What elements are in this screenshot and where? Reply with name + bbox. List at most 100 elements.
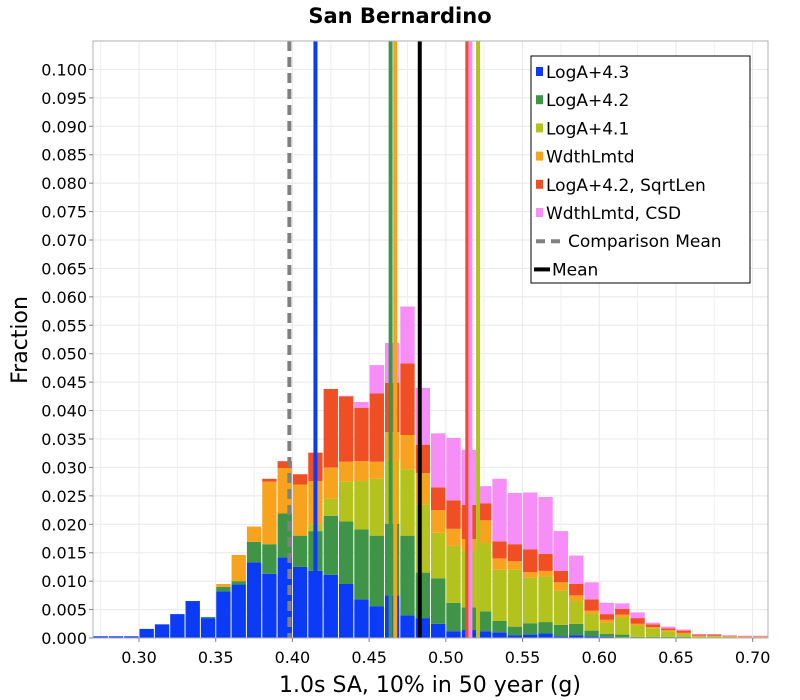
y-tick-label: 0.045 xyxy=(41,373,87,392)
bar-loga-4-3 xyxy=(185,601,200,638)
bar-wdthlmtd-csd xyxy=(446,437,461,501)
bar-loga-4-2-sqrtlen xyxy=(753,636,768,637)
bar-loga-4-3 xyxy=(93,636,108,638)
bar-loga-4-2 xyxy=(323,515,338,575)
bar-loga-4-2 xyxy=(400,535,415,616)
bar-loga-4-2 xyxy=(492,620,507,633)
bar-loga-4-1 xyxy=(584,613,599,631)
bar-loga-4-1 xyxy=(477,543,492,612)
bar-loga-4-2 xyxy=(615,634,630,638)
bar-loga-4-3 xyxy=(507,635,523,638)
bar-loga-4-2 xyxy=(354,529,369,600)
bar-wdthlmtd-csd xyxy=(492,478,507,542)
y-tick-label: 0.095 xyxy=(41,89,87,108)
bar-wdthlmtd xyxy=(354,461,369,482)
bar-loga-4-2 xyxy=(446,602,461,632)
bar-loga-4-2-sqrtlen xyxy=(599,614,615,620)
x-tick-label: 0.50 xyxy=(428,648,464,667)
x-tick-label: 0.60 xyxy=(581,648,617,667)
legend-box xyxy=(530,55,751,284)
bar-loga-4-2-sqrtlen xyxy=(492,541,507,559)
bar-wdthlmtd xyxy=(400,435,415,470)
bar-wdthlmtd xyxy=(216,583,231,587)
bar-loga-4-2-sqrtlen xyxy=(523,549,538,573)
bar-loga-4-2-sqrtlen xyxy=(691,634,707,636)
bar-wdthlmtd-csd xyxy=(507,493,523,545)
bar-loga-4-3 xyxy=(354,599,369,638)
bar-loga-4-2-sqrtlen xyxy=(569,583,584,596)
bar-wdthlmtd xyxy=(338,461,354,482)
y-tick-label: 0.015 xyxy=(41,544,87,563)
bar-loga-4-2-sqrtlen xyxy=(722,635,737,637)
bar-loga-4-1 xyxy=(569,601,584,624)
bar-loga-4-2-sqrtlen xyxy=(538,553,553,571)
bar-loga-4-2 xyxy=(645,636,661,638)
bar-loga-4-3 xyxy=(231,584,246,638)
bar-loga-4-2 xyxy=(477,611,492,632)
bar-loga-4-3 xyxy=(584,636,599,638)
bar-wdthlmtd xyxy=(661,630,676,632)
bar-wdthlmtd xyxy=(691,635,707,637)
legend-item-comparison-mean-label: Comparison Mean xyxy=(568,232,722,252)
bar-wdthlmtd xyxy=(569,595,584,602)
bar-loga-4-2-sqrtlen xyxy=(507,544,523,562)
bar-loga-4-3 xyxy=(477,631,492,638)
bar-loga-4-2-sqrtlen xyxy=(645,624,661,628)
bar-loga-4-1 xyxy=(661,631,676,637)
bar-wdthlmtd xyxy=(292,484,308,536)
bar-loga-4-2-sqrtlen xyxy=(446,500,461,529)
y-tick-label: 0.100 xyxy=(41,60,87,79)
bar-wdthlmtd-csd xyxy=(707,634,722,635)
bar-loga-4-2 xyxy=(369,535,384,607)
mean-lines xyxy=(287,41,481,638)
bar-wdthlmtd xyxy=(431,510,446,533)
bar-loga-4-3 xyxy=(246,562,262,638)
x-tick-label: 0.55 xyxy=(505,648,541,667)
bar-loga-4-3 xyxy=(569,635,584,638)
bar-wdthlmtd xyxy=(492,558,507,570)
y-tick-label: 0.005 xyxy=(41,601,87,620)
bar-wdthlmtd-csd xyxy=(584,582,599,600)
bar-loga-4-2-sqrtlen xyxy=(431,487,446,511)
bar-wdthlmtd-csd xyxy=(477,486,492,504)
bar-loga-4-2 xyxy=(661,636,676,638)
bar-loga-4-2 xyxy=(523,623,538,635)
bar-loga-4-2-sqrtlen xyxy=(630,618,645,624)
bar-loga-4-2-sqrtlen xyxy=(477,503,492,521)
bar-loga-4-3 xyxy=(431,623,446,638)
bar-loga-4-1 xyxy=(492,569,507,621)
bar-loga-4-2 xyxy=(338,521,354,584)
bar-loga-4-3 xyxy=(262,573,277,638)
bar-wdthlmtd-csd xyxy=(661,626,676,629)
bar-loga-4-2 xyxy=(292,535,308,567)
bar-loga-4-2 xyxy=(569,623,584,636)
bar-wdthlmtd-csd xyxy=(400,306,415,364)
bar-loga-4-2 xyxy=(599,634,615,637)
bar-loga-4-2-sqrtlen xyxy=(354,407,369,462)
bar-wdthlmtd xyxy=(231,554,246,582)
bar-loga-4-2-sqrtlen xyxy=(615,609,630,615)
bar-wdthlmtd-csd xyxy=(354,402,369,408)
bar-loga-4-1 xyxy=(323,498,338,516)
bar-loga-4-2 xyxy=(676,636,691,638)
legend-item-wdthlmtd-csd-label: WdthLmtd, CSD xyxy=(546,204,681,224)
legend-item-loga-4-2-label: LogA+4.2 xyxy=(546,91,629,111)
bar-loga-4-3 xyxy=(553,636,569,638)
bar-loga-4-3 xyxy=(446,631,461,638)
bar-loga-4-2 xyxy=(553,624,569,637)
bar-wdthlmtd xyxy=(630,623,645,626)
bar-loga-4-1 xyxy=(538,576,553,623)
bar-wdthlmtd xyxy=(645,627,661,629)
bar-wdthlmtd xyxy=(538,570,553,577)
bar-loga-4-2 xyxy=(431,578,446,624)
legend-item-loga-4-2-sqrtlen-label: LogA+4.2, SqrtLen xyxy=(546,176,706,196)
bar-loga-4-3 xyxy=(170,614,185,638)
bar-wdthlmtd xyxy=(507,561,523,570)
bar-wdthlmtd xyxy=(599,619,615,623)
bar-loga-4-1 xyxy=(507,569,523,627)
bar-loga-4-3 xyxy=(523,634,538,638)
bar-loga-4-2-sqrtlen xyxy=(292,474,308,485)
legend-item-loga-4-2-swatch xyxy=(536,95,543,105)
x-tick-label: 0.45 xyxy=(351,648,387,667)
